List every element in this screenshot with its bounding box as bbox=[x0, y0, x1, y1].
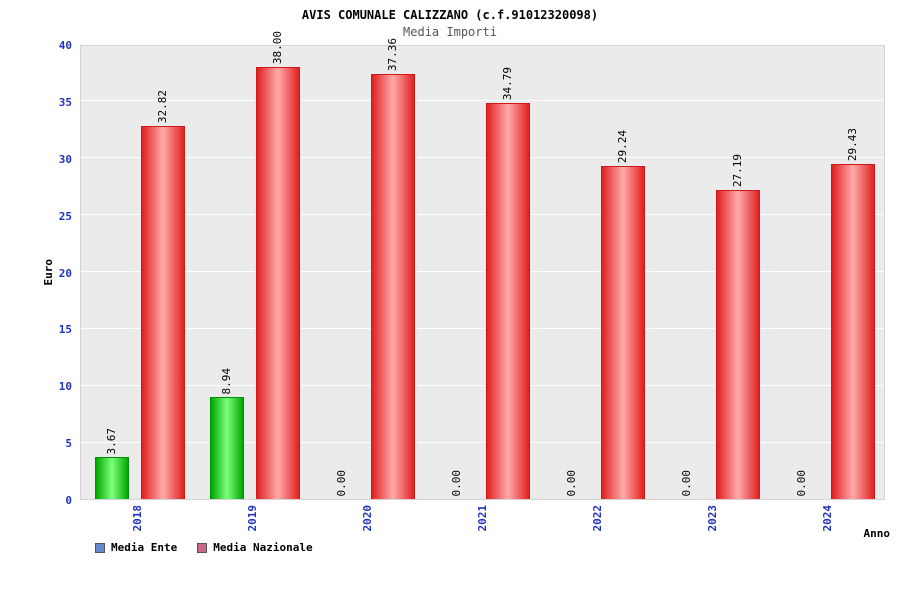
gridline-5 bbox=[81, 441, 884, 443]
bar-value-label-media-ente-2024: 0.00 bbox=[794, 469, 808, 497]
x-tick-label-2020: 2020 bbox=[360, 505, 374, 532]
y-tick-label-5: 5 bbox=[65, 437, 72, 451]
gridline-10 bbox=[81, 384, 884, 386]
y-tick-label-30: 30 bbox=[58, 152, 72, 166]
gridline-40 bbox=[81, 43, 884, 45]
chart-title: AVIS COMUNALE CALIZZANO (c.f.91012320098… bbox=[301, 8, 599, 22]
bar-value-label-media-nazionale-2023: 27.19 bbox=[730, 153, 744, 187]
gridline-20 bbox=[81, 271, 884, 272]
x-tick-label-2018: 2018 bbox=[130, 505, 144, 532]
bar-value-label-media-ente-2019: 8.94 bbox=[219, 367, 233, 395]
x-tick-label-2023: 2023 bbox=[705, 505, 719, 532]
bar-value-label-media-nazionale-2022: 29.24 bbox=[615, 130, 629, 164]
y-tick-label-10: 10 bbox=[58, 380, 72, 394]
y-tick-label-15: 15 bbox=[58, 323, 72, 337]
x-tick-label-2021: 2021 bbox=[475, 505, 489, 532]
legend-label-media-nazionale: Media Nazionale bbox=[213, 541, 313, 554]
legend-swatch-media-nazionale bbox=[197, 542, 208, 553]
y-tick-label-25: 25 bbox=[58, 209, 72, 223]
bar-value-label-media-ente-2020: 0.00 bbox=[334, 469, 348, 497]
chart-subtitle: Media Importi bbox=[403, 25, 497, 39]
bar-value-label-media-nazionale-2024: 29.43 bbox=[845, 128, 859, 162]
gridline-35 bbox=[81, 100, 884, 102]
bar-value-label-media-ente-2018: 3.67 bbox=[104, 427, 118, 455]
bar-media-nazionale-2018 bbox=[140, 125, 185, 499]
legend-item-media-ente: Media Ente bbox=[95, 541, 177, 554]
bar-value-label-media-nazionale-2020: 37.36 bbox=[385, 37, 399, 72]
y-tick-label-40: 40 bbox=[58, 39, 72, 52]
legend-label-media-ente: Media Ente bbox=[111, 541, 178, 554]
bar-media-nazionale-2020 bbox=[370, 74, 415, 499]
bar-media-ente-2018 bbox=[94, 457, 129, 499]
bar-value-label-media-nazionale-2021: 34.79 bbox=[500, 67, 514, 101]
x-tick-label-2022: 2022 bbox=[590, 505, 604, 532]
legend: Media Ente Media Nazionale bbox=[95, 541, 313, 554]
bar-media-nazionale-2019 bbox=[255, 66, 300, 499]
bar-value-label-media-ente-2023: 0.00 bbox=[679, 469, 693, 497]
y-tick-label-0: 0 bbox=[65, 494, 72, 507]
gridline-30 bbox=[81, 157, 884, 159]
bar-value-label-media-nazionale-2018: 32.82 bbox=[155, 89, 169, 123]
plot-area: 3.67 32.82 8.94 38.00 0.00 37.36 0.00 34.79 0.00… bbox=[80, 31, 885, 500]
bar-media-nazionale-2023 bbox=[715, 189, 760, 499]
x-axis-title: Anno bbox=[863, 527, 891, 540]
bar-media-nazionale-2024 bbox=[830, 164, 875, 499]
bar-value-label-media-ente-2021: 0.00 bbox=[449, 469, 463, 497]
gridline-25 bbox=[81, 214, 884, 216]
bar-media-ente-2019 bbox=[209, 397, 244, 499]
x-tick-label-2024: 2024 bbox=[820, 505, 834, 532]
y-tick-label-35: 35 bbox=[58, 95, 72, 109]
x-tick-label-2019: 2019 bbox=[245, 505, 259, 532]
y-axis: 0 5 10 15 20 25 30 35 40 bbox=[0, 39, 76, 507]
gridline-15 bbox=[81, 327, 884, 329]
bar-value-label-media-nazionale-2019: 38.00 bbox=[270, 30, 284, 64]
legend-item-media-nazionale: Media Nazionale bbox=[197, 541, 313, 554]
y-tick-label-20: 20 bbox=[58, 266, 72, 280]
bar-media-nazionale-2022 bbox=[600, 166, 645, 499]
bar-value-label-media-ente-2022: 0.00 bbox=[564, 469, 578, 497]
legend-swatch-media-ente bbox=[95, 542, 105, 553]
bar-media-nazionale-2021 bbox=[485, 103, 530, 499]
